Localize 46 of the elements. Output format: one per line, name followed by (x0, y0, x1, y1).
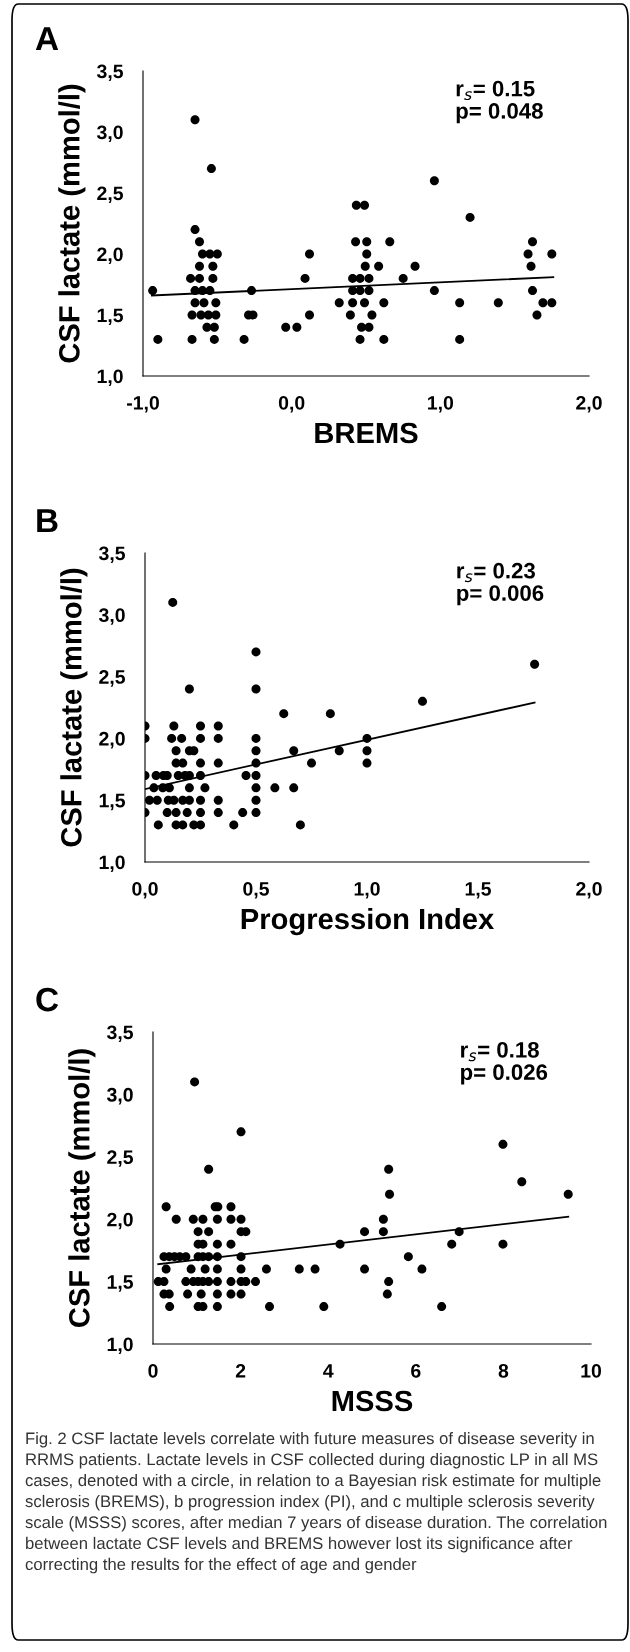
x-tick-label: 2,0 (576, 395, 602, 413)
y-axis-title: CSF lactate (mmol/l) (58, 84, 86, 363)
x-tick-label: 1,0 (354, 881, 380, 899)
y-tick-label: 1,5 (107, 1275, 134, 1292)
x-axis-title: Progression Index (241, 907, 495, 936)
y-tick-label: 2,5 (107, 1150, 134, 1167)
caption: Fig. 2 CSF lactate levels correlate with future measures of disease severity in RRMS patients. Lactate levels in CSF collected during diagnostic LP in all MS cases, denoted with a circle, in relation to a Bayesian risk estimate for multiple sclerosis (BREMS), b progression index (PI), and c multiple sclerosis severity scale (MSSS) scores, after median 7 years of disease duration. The correlation between lactate CSF levels and BREMS however lost its significance after correcting the results for the effect of age and gender (25, 1432, 607, 1574)
y-tick-label: 1,0 (99, 855, 125, 873)
x-tick-label: 0 (148, 1363, 158, 1378)
x-axis-title: MSSS (332, 1390, 413, 1412)
y-tick-label: 1,5 (97, 308, 124, 326)
x-tick-label: 0,0 (132, 881, 158, 899)
y-axis-title: CSF lactate (mmol/l) (60, 568, 88, 847)
y-tick-label: 3,0 (96, 125, 123, 143)
y-axis-title: CSF lactate (mmol/l) (68, 1049, 96, 1327)
annotation: r$_{s}$= 0.23 p= 0.006 (457, 562, 544, 606)
x-tick-label: 8 (498, 1363, 509, 1378)
y-tick-label: 3,0 (106, 1087, 133, 1105)
y-tick-label: 2,0 (97, 247, 123, 265)
x-tick-label: 1,0 (428, 395, 454, 413)
x-tick-label: 4 (323, 1364, 334, 1378)
x-tick-label: 10 (581, 1363, 602, 1378)
x-tick-label: 0,5 (243, 881, 269, 899)
chart-title: A (35, 27, 59, 51)
y-tick-label: 2,0 (107, 1212, 133, 1230)
y-tick-label: 1,0 (97, 369, 123, 387)
annotation: r$_{s}$= 0.18 p= 0.026 (461, 1041, 548, 1085)
x-tick-label: 1,5 (465, 882, 491, 899)
chart-title: B (37, 509, 58, 533)
x-tick-label: 0,0 (278, 395, 305, 413)
y-tick-label: 2,0 (99, 731, 125, 749)
y-tick-label: 3,5 (106, 1025, 134, 1043)
x-tick-label: -1,0 (127, 395, 159, 413)
x-tick-label: 2,0 (576, 881, 602, 899)
x-axis-title: BREMS (315, 422, 418, 444)
y-tick-label: 3,5 (98, 546, 126, 564)
y-tick-label: 1,5 (99, 793, 126, 811)
y-tick-label: 3,0 (98, 608, 125, 625)
y-tick-label: 2,5 (99, 670, 126, 687)
chart-title: C (36, 987, 59, 1012)
y-tick-label: 1,0 (107, 1337, 133, 1355)
y-tick-label: 3,5 (96, 64, 124, 82)
y-tick-label: 2,5 (97, 186, 124, 204)
annotation: r$_{s}$= 0.15 p= 0.048 (456, 80, 543, 124)
x-tick-label: 2 (235, 1363, 246, 1378)
x-tick-label: 6 (411, 1363, 421, 1378)
